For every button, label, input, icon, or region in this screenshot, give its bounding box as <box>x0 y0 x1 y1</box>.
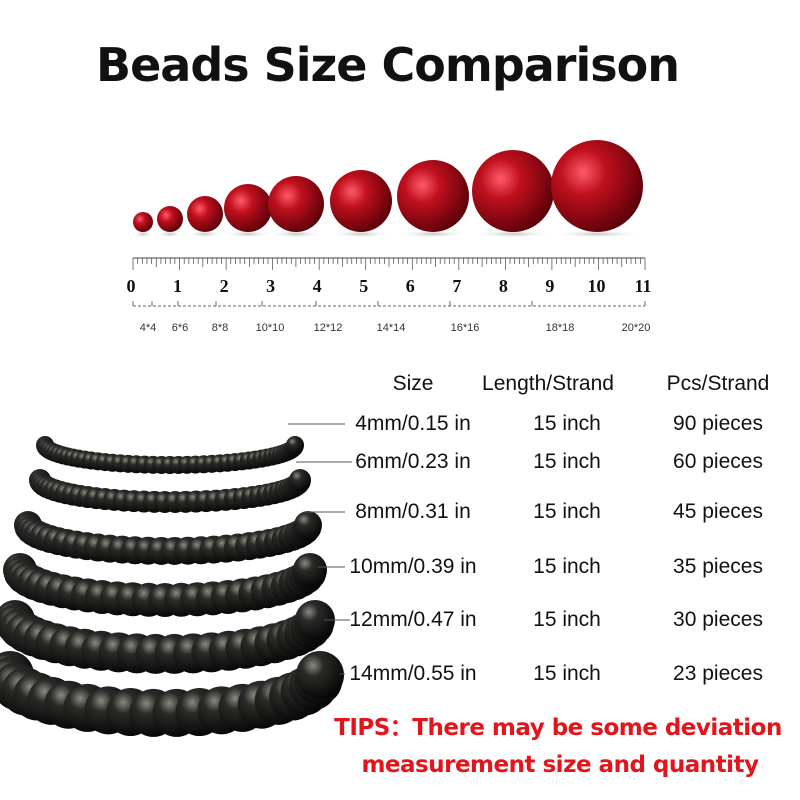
size-label: 12*12 <box>313 322 343 334</box>
row-length: 15 inch <box>533 555 601 578</box>
red-bead <box>187 196 223 232</box>
size-label: 14*14 <box>376 322 406 334</box>
size-label: 18*18 <box>545 322 575 334</box>
red-beads <box>133 140 643 238</box>
row-pcs: 35 pieces <box>673 555 763 578</box>
ruler <box>132 257 646 307</box>
size-label: 6*6 <box>171 322 189 334</box>
row-length: 15 inch <box>533 450 601 473</box>
red-bead <box>551 140 643 232</box>
row-size: 12mm/0.47 in <box>349 608 477 631</box>
header-size: Size <box>392 372 434 395</box>
tips-line-1: TIPS：There may be some deviation <box>334 715 782 741</box>
row-size: 10mm/0.39 in <box>349 555 477 578</box>
red-bead <box>133 212 153 232</box>
ruler-number: 4 <box>312 276 322 296</box>
row-length: 15 inch <box>533 500 601 523</box>
red-bead <box>268 176 324 232</box>
row-length: 15 inch <box>533 412 601 435</box>
row-length: 15 inch <box>533 662 601 685</box>
ruler-number: 9 <box>545 276 555 296</box>
black-bead <box>296 651 344 699</box>
ruler-number: 0 <box>126 276 136 296</box>
red-bead <box>472 150 554 232</box>
ruler-number: 6 <box>405 276 415 296</box>
size-label: 4*4 <box>139 322 157 334</box>
row-pcs: 23 pieces <box>673 662 763 685</box>
size-label: 10*10 <box>255 322 285 334</box>
header-length: Length/Strand <box>482 372 614 395</box>
leader-lines <box>288 423 352 675</box>
ruler-number: 7 <box>452 276 462 296</box>
red-bead <box>157 206 183 232</box>
row-size: 4mm/0.15 in <box>355 412 471 435</box>
ruler-number: 1 <box>173 276 183 296</box>
size-label: 8*8 <box>211 322 229 334</box>
tips-line-2: measurement size and quantity <box>361 752 759 778</box>
bracelets-photo <box>0 436 344 737</box>
black-bead <box>289 469 311 491</box>
ruler-number: 8 <box>498 276 508 296</box>
row-pcs: 90 pieces <box>673 412 763 435</box>
ruler-number: 5 <box>359 276 369 296</box>
row-pcs: 60 pieces <box>673 450 763 473</box>
row-length: 15 inch <box>533 608 601 631</box>
size-label: 20*20 <box>621 322 651 334</box>
ruler-number: 3 <box>266 276 276 296</box>
ruler-number: 10 <box>587 276 606 296</box>
black-bead <box>286 436 304 454</box>
red-bead <box>330 170 392 232</box>
row-pcs: 45 pieces <box>673 500 763 523</box>
black-bead <box>295 600 335 640</box>
ruler-number: 11 <box>634 276 652 296</box>
black-bead <box>294 511 322 539</box>
size-label: 16*16 <box>450 322 480 334</box>
red-bead <box>224 184 272 232</box>
ruler-number: 2 <box>219 276 229 296</box>
red-bead <box>397 160 469 232</box>
row-pcs: 30 pieces <box>673 608 763 631</box>
row-size: 6mm/0.23 in <box>355 450 471 473</box>
header-pcs: Pcs/Strand <box>666 372 770 395</box>
black-bead <box>293 553 327 587</box>
row-size: 14mm/0.55 in <box>349 662 477 685</box>
page-title: Beads Size Comparison <box>96 38 680 92</box>
row-size: 8mm/0.31 in <box>355 500 471 523</box>
